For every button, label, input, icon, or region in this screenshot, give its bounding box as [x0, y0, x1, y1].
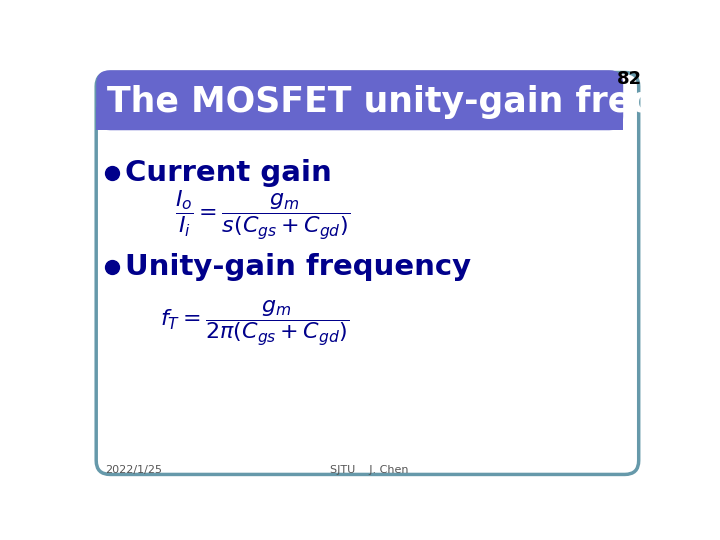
FancyBboxPatch shape: [96, 70, 624, 130]
Text: Unity-gain frequency: Unity-gain frequency: [125, 253, 471, 281]
Text: $\dfrac{I_o}{I_i} = \dfrac{g_m}{s(C_{gs}+C_{gd})}$: $\dfrac{I_o}{I_i} = \dfrac{g_m}{s(C_{gs}…: [175, 188, 351, 241]
Text: Current gain: Current gain: [125, 159, 332, 187]
Text: The MOSFET unity-gain frequency: The MOSFET unity-gain frequency: [107, 85, 720, 119]
FancyBboxPatch shape: [96, 72, 639, 475]
Bar: [96, 107, 624, 130]
Text: SJTU    J. Chen: SJTU J. Chen: [330, 465, 408, 475]
Text: 2022/1/25: 2022/1/25: [106, 465, 163, 475]
Text: $f_T = \dfrac{g_m}{2\pi(C_{gs}+C_{gd})}$: $f_T = \dfrac{g_m}{2\pi(C_{gs}+C_{gd})}$: [160, 298, 349, 348]
Text: 82: 82: [616, 70, 642, 88]
